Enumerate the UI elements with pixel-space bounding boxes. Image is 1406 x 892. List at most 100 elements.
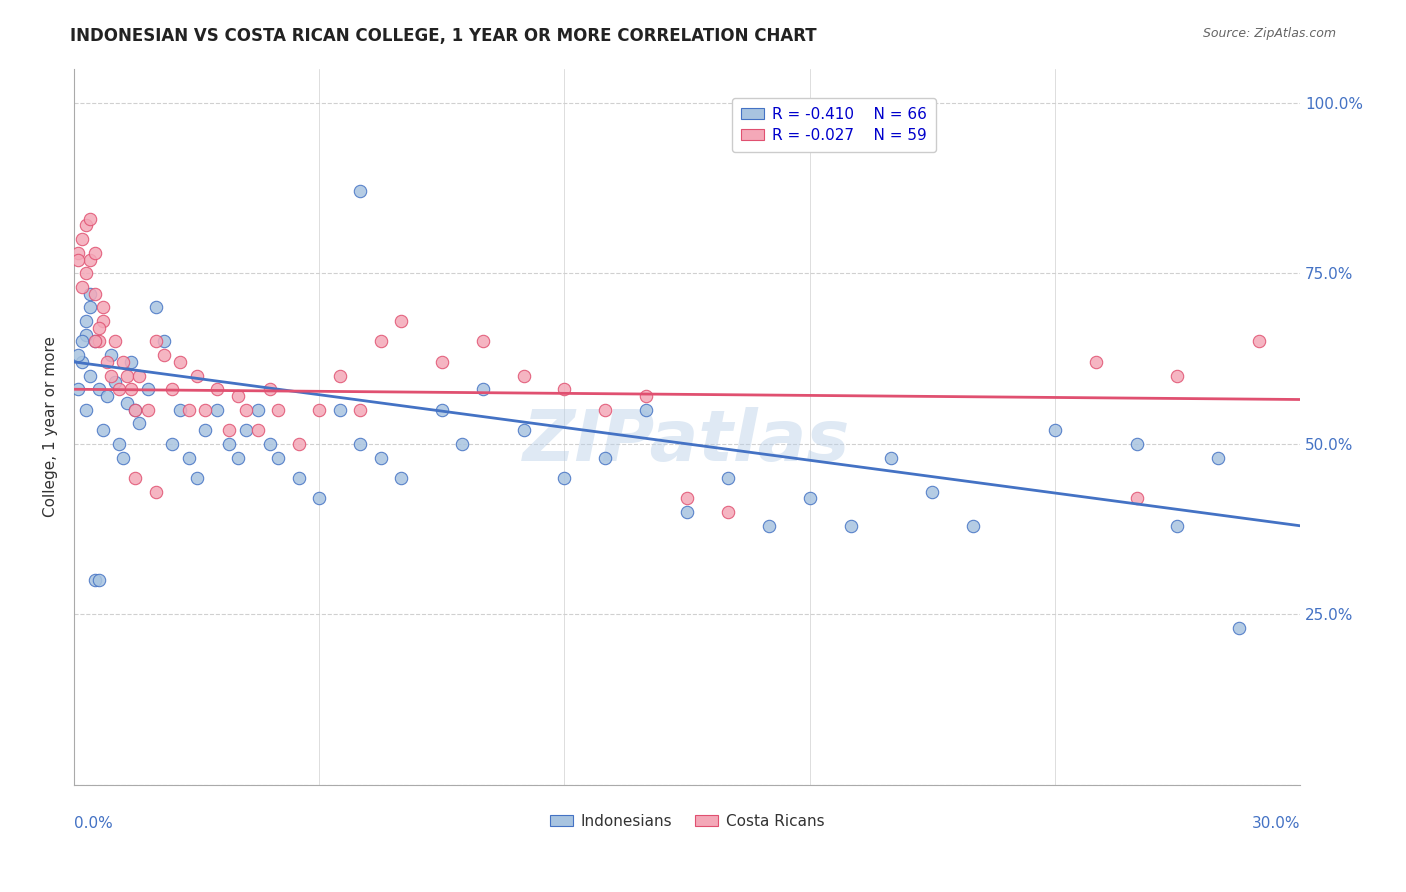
Point [145, 301, 167, 315]
Point [308, 491, 330, 506]
Point [177, 450, 200, 465]
Point [186, 368, 208, 383]
Text: INDONESIAN VS COSTA RICAN COLLEGE, 1 YEAR OR MORE CORRELATION CHART: INDONESIAN VS COSTA RICAN COLLEGE, 1 YEA… [70, 27, 817, 45]
Point [553, 471, 575, 485]
Point [75, 314, 97, 328]
Point [194, 402, 217, 417]
Point [169, 355, 191, 369]
Point [329, 402, 352, 417]
Point [83, 334, 105, 349]
Point [128, 368, 150, 383]
Point [91, 301, 114, 315]
Point [160, 437, 183, 451]
Point [595, 450, 617, 465]
Point [389, 314, 412, 328]
Point [72, 232, 94, 246]
Point [259, 382, 281, 396]
Point [72, 280, 94, 294]
Point [880, 450, 903, 465]
Point [1227, 621, 1250, 635]
Point [717, 505, 740, 519]
Point [75, 327, 97, 342]
Point [839, 518, 862, 533]
Point [120, 382, 142, 396]
Point [87, 574, 110, 588]
Point [512, 423, 534, 437]
Point [758, 518, 780, 533]
Point [104, 334, 127, 349]
Point [83, 334, 105, 349]
Point [370, 450, 392, 465]
Point [83, 245, 105, 260]
Point [72, 355, 94, 369]
Text: ZIPatlas: ZIPatlas [523, 407, 851, 475]
Point [267, 402, 290, 417]
Point [218, 437, 240, 451]
Point [636, 402, 658, 417]
Point [79, 301, 101, 315]
Point [124, 471, 146, 485]
Point [96, 389, 118, 403]
Point [1166, 518, 1188, 533]
Point [87, 382, 110, 396]
Point [329, 368, 352, 383]
Point [430, 402, 453, 417]
Point [79, 211, 101, 226]
Text: 0.0%: 0.0% [75, 816, 112, 831]
Point [87, 321, 110, 335]
Point [799, 491, 821, 506]
Point [595, 402, 617, 417]
Point [67, 382, 90, 396]
Point [288, 471, 311, 485]
Point [471, 382, 494, 396]
Point [1206, 450, 1229, 465]
Point [79, 286, 101, 301]
Point [267, 450, 290, 465]
Point [136, 382, 159, 396]
Point [75, 219, 97, 233]
Point [186, 471, 208, 485]
Point [553, 382, 575, 396]
Point [1249, 334, 1271, 349]
Point [67, 252, 90, 267]
Point [471, 334, 494, 349]
Point [676, 491, 699, 506]
Point [169, 402, 191, 417]
Point [512, 368, 534, 383]
Point [1084, 355, 1107, 369]
Point [120, 355, 142, 369]
Point [96, 355, 118, 369]
Point [124, 402, 146, 417]
Point [1166, 368, 1188, 383]
Point [235, 402, 257, 417]
Point [124, 402, 146, 417]
Point [100, 348, 122, 362]
Point [145, 334, 167, 349]
Point [226, 389, 249, 403]
Point [389, 471, 412, 485]
Point [87, 334, 110, 349]
Point [145, 484, 167, 499]
Point [349, 402, 371, 417]
Point [226, 450, 249, 465]
Point [153, 348, 176, 362]
Point [67, 348, 90, 362]
Point [91, 423, 114, 437]
Point [288, 437, 311, 451]
Point [1125, 437, 1147, 451]
Point [75, 402, 97, 417]
Point [112, 355, 135, 369]
Y-axis label: College, 1 year or more: College, 1 year or more [44, 336, 58, 517]
Point [370, 334, 392, 349]
Point [676, 505, 699, 519]
Point [72, 334, 94, 349]
Point [115, 368, 138, 383]
Point [246, 402, 269, 417]
Point [177, 402, 200, 417]
Point [100, 368, 122, 383]
Point [194, 423, 217, 437]
Point [921, 484, 943, 499]
Point [451, 437, 474, 451]
Point [259, 437, 281, 451]
Point [636, 389, 658, 403]
